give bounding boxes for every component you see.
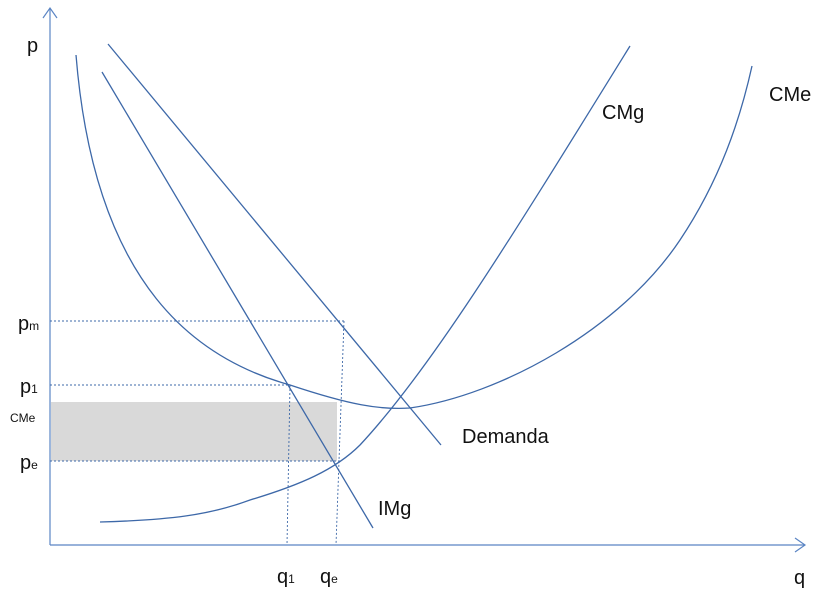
q1-label-base: q — [277, 566, 288, 588]
pe-label-base: p — [20, 452, 31, 474]
pe-label: pe — [20, 452, 38, 474]
demand-label: Demanda — [462, 426, 550, 448]
marginal-cost-label: CMg — [602, 102, 644, 124]
shaded-area — [51, 402, 337, 461]
qe-label: qe — [320, 566, 338, 588]
average-cost-label: CMe — [769, 84, 811, 106]
average-cost-curve — [75, 54, 753, 410]
qe-guide — [335, 320, 345, 546]
marginal-revenue-curve — [101, 71, 374, 529]
x-axis-label: q — [794, 567, 805, 589]
marginal-revenue-label: IMg — [378, 498, 411, 520]
q1-label: q1 — [277, 566, 295, 588]
p1-label-base: p — [20, 376, 31, 398]
q1-label-sub: 1 — [288, 572, 295, 586]
pm-label-base: p — [18, 313, 29, 335]
q1-guide — [286, 384, 291, 546]
pm-label-sub: m — [29, 319, 39, 333]
qe-label-sub: e — [331, 572, 338, 586]
qe-label-base: q — [320, 566, 331, 588]
pe-label-sub: e — [31, 458, 38, 472]
demand-curve — [107, 43, 442, 446]
p1-label: p1 — [20, 376, 38, 398]
p1-label-sub: 1 — [31, 382, 38, 396]
cme-label: CMe — [10, 411, 36, 425]
y-axis-arrow — [42, 6, 58, 19]
x-axis-arrow — [794, 537, 807, 553]
pm-label: pm — [18, 313, 39, 335]
marginal-cost-curve — [99, 45, 631, 523]
y-axis-label: p — [27, 35, 38, 57]
